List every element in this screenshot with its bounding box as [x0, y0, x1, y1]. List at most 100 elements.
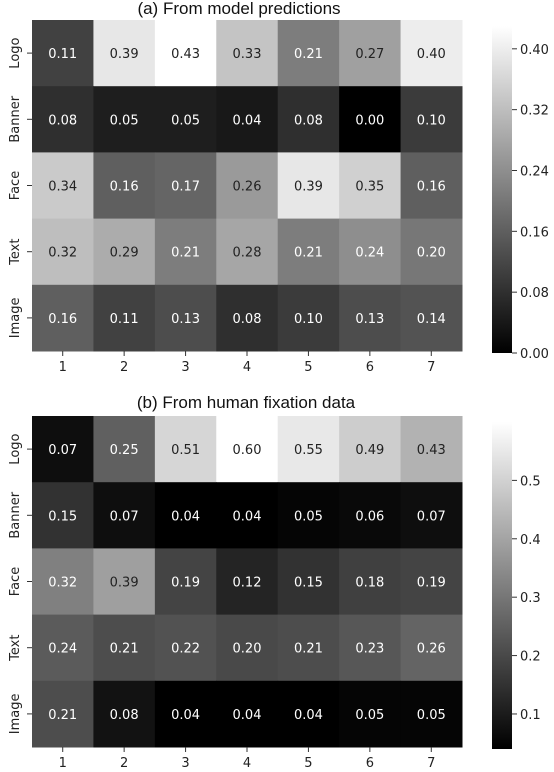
heatmap-cell [32, 680, 94, 748]
heatmap-cell [277, 614, 340, 682]
heatmap-cell [216, 218, 279, 286]
cell-value-label: 0.34 [48, 180, 77, 195]
cell-value-label: 0.29 [110, 246, 139, 261]
cell-value-label: 0.04 [171, 509, 200, 524]
x-tick-label: 1 [59, 360, 67, 375]
colorbar-tick-label: 0.32 [520, 104, 549, 119]
cell-value-label: 0.10 [294, 312, 323, 327]
heatmap-cell [277, 416, 340, 483]
heatmap-cell [93, 86, 156, 153]
colorbar-tick-label: 0.5 [520, 474, 541, 489]
heatmap-cell [93, 152, 156, 220]
cell-value-label: 0.60 [233, 443, 262, 458]
cell-value-label: 0.21 [171, 246, 200, 261]
cell-value-label: 0.24 [48, 642, 77, 657]
cell-value-label: 0.35 [355, 180, 384, 195]
heatmap-cell [32, 218, 94, 286]
heatmap-cell [339, 284, 402, 352]
y-tick-label: Text [8, 239, 23, 266]
cell-value-label: 0.05 [110, 113, 139, 128]
cell-value-label: 0.40 [417, 47, 446, 62]
x-tick-label: 4 [243, 756, 251, 771]
cell-value-label: 0.04 [233, 708, 262, 723]
heatmap-cell [400, 482, 463, 549]
heatmap-cell [154, 86, 217, 153]
cell-value-label: 0.21 [294, 642, 323, 657]
colorbar-tick-label: 0.40 [520, 43, 549, 58]
cell-value-label: 0.22 [171, 642, 200, 657]
cell-value-label: 0.08 [233, 312, 262, 327]
heatmap-cell [154, 614, 217, 682]
heatmap-cell [277, 20, 340, 87]
cell-value-label: 0.21 [48, 708, 77, 723]
y-tick-label: Face [8, 171, 23, 200]
y-tick-label: Banner [8, 95, 23, 142]
heatmap-cell [32, 416, 94, 483]
cell-value-label: 0.21 [294, 47, 323, 62]
cell-value-label: 0.12 [233, 576, 262, 591]
heatmap-cell [154, 482, 217, 549]
cell-value-label: 0.28 [233, 246, 262, 261]
x-tick-label: 2 [120, 756, 128, 771]
heatmap-cell [154, 680, 217, 748]
heatmap-cell [339, 152, 402, 220]
cell-value-label: 0.39 [110, 576, 139, 591]
y-tick-label: Logo [8, 37, 23, 68]
x-tick-label: 6 [366, 360, 374, 375]
cell-value-label: 0.39 [294, 180, 323, 195]
colorbar-tick-label: 0.24 [520, 164, 549, 179]
x-tick-label: 6 [366, 756, 374, 771]
x-tick-label: 5 [304, 756, 312, 771]
cell-value-label: 0.05 [355, 708, 384, 723]
heatmap-cell [216, 416, 279, 483]
cell-value-label: 0.26 [233, 180, 262, 195]
heatmap-cell [32, 152, 94, 220]
heatmap-cell [400, 680, 463, 748]
heatmap-cell [339, 548, 402, 616]
colorbar-tick-label: 0.08 [520, 286, 549, 301]
cell-value-label: 0.55 [294, 443, 323, 458]
colorbar-tick-label: 0.3 [520, 591, 541, 606]
heatmap-cell [277, 152, 340, 220]
cell-value-label: 0.15 [294, 576, 323, 591]
heatmap-cell [277, 548, 340, 616]
cell-value-label: 0.11 [110, 312, 139, 327]
cell-value-label: 0.33 [233, 47, 262, 62]
heatmap-cell [154, 20, 217, 87]
cell-value-label: 0.13 [171, 312, 200, 327]
cell-value-label: 0.24 [355, 246, 384, 261]
heatmap-cell [93, 218, 156, 286]
cell-value-label: 0.18 [355, 576, 384, 591]
heatmap-cell [216, 614, 279, 682]
cell-value-label: 0.43 [171, 47, 200, 62]
heatmap-cell [339, 218, 402, 286]
cell-value-label: 0.11 [48, 47, 77, 62]
heatmap-cell [339, 614, 402, 682]
cell-value-label: 0.04 [233, 113, 262, 128]
y-tick-label: Text [8, 635, 23, 662]
y-tick-label: Image [8, 298, 23, 339]
cell-value-label: 0.16 [48, 312, 77, 327]
cell-value-label: 0.16 [110, 180, 139, 195]
x-tick-label: 4 [243, 360, 251, 375]
heatmap-cell [93, 680, 156, 748]
heatmap-cell [32, 86, 94, 153]
cell-value-label: 0.08 [48, 113, 77, 128]
heatmap-cell [400, 548, 463, 616]
cell-value-label: 0.07 [417, 509, 446, 524]
x-tick-label: 1 [59, 756, 67, 771]
heatmap-cell [277, 680, 340, 748]
y-tick-label: Banner [8, 491, 23, 538]
heatmap-cell [400, 86, 463, 153]
cell-value-label: 0.39 [110, 47, 139, 62]
heatmap-cell [32, 548, 94, 616]
heatmap-cell [339, 416, 402, 483]
cell-value-label: 0.23 [355, 642, 384, 657]
cell-value-label: 0.20 [417, 246, 446, 261]
cell-value-label: 0.17 [171, 180, 200, 195]
cell-value-label: 0.21 [294, 246, 323, 261]
cell-value-label: 0.04 [233, 509, 262, 524]
heatmap-cell [400, 416, 463, 483]
heatmap-cell [339, 680, 402, 748]
